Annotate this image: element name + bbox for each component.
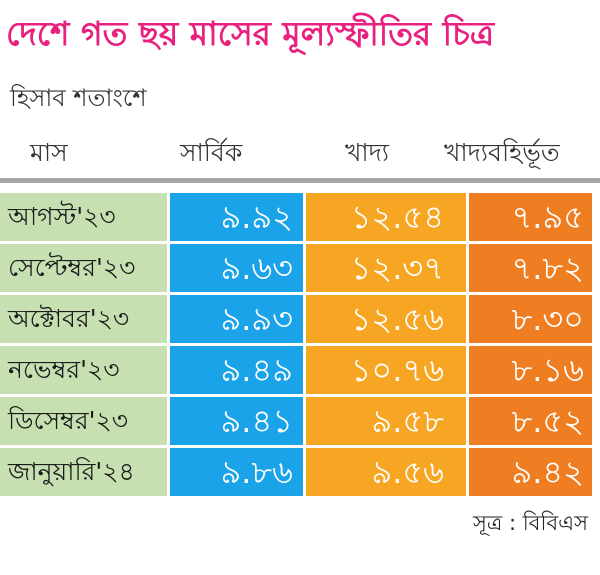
food-value-cell: ৯.৫৮ bbox=[306, 397, 466, 445]
food-value-cell: ১০.৭৬ bbox=[306, 346, 466, 394]
non-food-value-cell: ৮.৩০ bbox=[469, 295, 592, 343]
non-food-value-cell: ৮.৫২ bbox=[469, 397, 592, 445]
source-note: সূত্র : বিবিএস bbox=[473, 511, 588, 535]
overall-value-cell: ৯.৯২ bbox=[170, 193, 303, 241]
table-row: আগস্ট'২৩ ৯.৯২ ১২.৫৪ ৭.৯৫ bbox=[0, 193, 600, 241]
chart-subtitle: হিসাব শতাংশে bbox=[10, 84, 147, 112]
food-value-cell: ১২.৫৬ bbox=[306, 295, 466, 343]
table-row: নভেম্বর'২৩ ৯.৪৯ ১০.৭৬ ৮.১৬ bbox=[0, 346, 600, 394]
food-value-cell: ১২.৫৪ bbox=[306, 193, 466, 241]
non-food-value-cell: ৯.৪২ bbox=[469, 448, 592, 496]
month-cell: জানুয়ারি'২৪ bbox=[0, 448, 167, 496]
chart-title: দেশে গত ছয় মাসের মূল্যস্ফীতির চিত্র bbox=[6, 14, 495, 53]
header-divider bbox=[0, 178, 600, 183]
month-cell: নভেম্বর'২৩ bbox=[0, 346, 167, 394]
header-food: খাদ্য bbox=[345, 138, 390, 167]
header-overall: সার্বিক bbox=[180, 138, 243, 167]
month-cell: আগস্ট'২৩ bbox=[0, 193, 167, 241]
food-value-cell: ৯.৫৬ bbox=[306, 448, 466, 496]
food-value-cell: ১২.৩৭ bbox=[306, 244, 466, 292]
table-row: ডিসেম্বর'২৩ ৯.৪১ ৯.৫৮ ৮.৫২ bbox=[0, 397, 600, 445]
non-food-value-cell: ৭.৯৫ bbox=[469, 193, 592, 241]
header-month: মাস bbox=[30, 138, 68, 167]
table-row: সেপ্টেম্বর'২৩ ৯.৬৩ ১২.৩৭ ৭.৮২ bbox=[0, 244, 600, 292]
month-cell: ডিসেম্বর'২৩ bbox=[0, 397, 167, 445]
non-food-value-cell: ৮.১৬ bbox=[469, 346, 592, 394]
table-row: জানুয়ারি'২৪ ৯.৮৬ ৯.৫৬ ৯.৪২ bbox=[0, 448, 600, 496]
month-cell: সেপ্টেম্বর'২৩ bbox=[0, 244, 167, 292]
overall-value-cell: ৯.৯৩ bbox=[170, 295, 303, 343]
month-cell: অক্টোবর'২৩ bbox=[0, 295, 167, 343]
overall-value-cell: ৯.৪৯ bbox=[170, 346, 303, 394]
table-header: মাস সার্বিক খাদ্য খাদ্যবহির্ভূত bbox=[0, 125, 600, 180]
header-non-food: খাদ্যবহির্ভূত bbox=[444, 138, 560, 167]
overall-value-cell: ৯.৬৩ bbox=[170, 244, 303, 292]
overall-value-cell: ৯.৮৬ bbox=[170, 448, 303, 496]
non-food-value-cell: ৭.৮২ bbox=[469, 244, 592, 292]
overall-value-cell: ৯.৪১ bbox=[170, 397, 303, 445]
table-row: অক্টোবর'২৩ ৯.৯৩ ১২.৫৬ ৮.৩০ bbox=[0, 295, 600, 343]
